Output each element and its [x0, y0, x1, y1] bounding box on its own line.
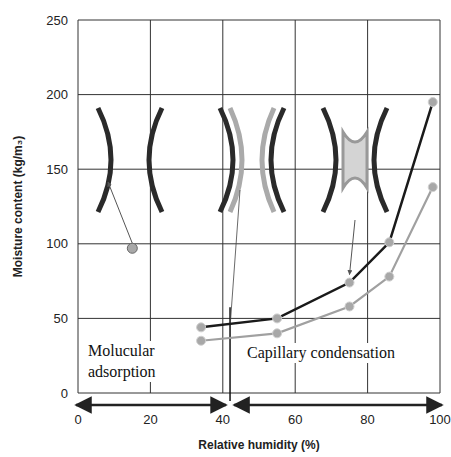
- y-grid-line: [78, 393, 440, 394]
- water-bridge: [343, 132, 367, 188]
- data-point: [197, 323, 206, 332]
- y-tick-label: 250: [46, 13, 68, 28]
- region-label-line: adsorption: [88, 363, 156, 381]
- data-point: [345, 302, 354, 311]
- y-grid-line: [78, 94, 440, 95]
- data-point: [345, 278, 354, 287]
- label-background: [86, 341, 161, 382]
- region-label-line: Molucular: [88, 342, 159, 359]
- x-grid-line: [440, 20, 441, 393]
- x-axis-title: Relative humidity (%): [198, 438, 319, 452]
- region-label-group: Capillary condensation: [245, 343, 397, 363]
- data-point: [273, 314, 282, 323]
- region-label: Molucular adsorption: [88, 342, 159, 381]
- region-arrow: [234, 404, 442, 407]
- pore-illustrations: [98, 108, 387, 212]
- x-tick-label: 80: [360, 412, 374, 427]
- pore-wall: [374, 108, 387, 212]
- plot-area: [127, 98, 437, 346]
- y-tick-label: 100: [46, 236, 68, 251]
- series-line: [201, 187, 433, 341]
- connector-arrow: [108, 182, 132, 243]
- y-grid-line: [78, 20, 440, 21]
- x-tick-label: 20: [143, 412, 157, 427]
- region-arrow: [76, 404, 226, 407]
- data-point: [385, 238, 394, 247]
- y-grid-line: [78, 169, 440, 170]
- x-grid-line: [295, 20, 296, 393]
- pore-wall: [98, 108, 111, 212]
- region-label: Capillary condensation: [247, 344, 395, 362]
- chart-container: 0 50 100 150 200 250 0 20 40 60 80 100 Relative humi…: [0, 0, 451, 457]
- x-grid-line: [78, 20, 79, 393]
- x-tick-label: 60: [288, 412, 302, 427]
- y-grid-line: [78, 318, 440, 319]
- chart-svg: 0 50 100 150 200 250 0 20 40 60 80 100 Relative humi…: [0, 0, 451, 457]
- data-point: [428, 98, 437, 107]
- data-point: [385, 272, 394, 281]
- connector-line: [230, 190, 240, 327]
- annotation-point: [127, 243, 137, 253]
- x-tick-label: 40: [216, 412, 230, 427]
- x-tick-label: 100: [429, 412, 451, 427]
- grid: [78, 20, 440, 393]
- connector-arrow: [350, 220, 356, 275]
- label-background: [245, 343, 397, 363]
- pore-wall: [271, 108, 284, 212]
- x-grid-line: [150, 20, 151, 393]
- data-point: [197, 336, 206, 345]
- y-tick-label: 50: [54, 311, 68, 326]
- y-axis-title: Moisture content (kg/m₃): [11, 136, 25, 278]
- x-grid-line: [367, 20, 368, 393]
- y-tick-label: 0: [61, 386, 68, 401]
- data-point: [273, 329, 282, 338]
- data-point: [428, 183, 437, 192]
- pore-wall: [149, 108, 162, 212]
- pore-wall: [323, 108, 336, 212]
- y-tick-label: 150: [46, 162, 68, 177]
- x-tick-label: 0: [74, 412, 81, 427]
- pore-wall: [220, 108, 233, 212]
- region-label-group: Molucular adsorption: [86, 341, 161, 382]
- y-tick-label: 200: [46, 87, 68, 102]
- series-line: [201, 102, 433, 327]
